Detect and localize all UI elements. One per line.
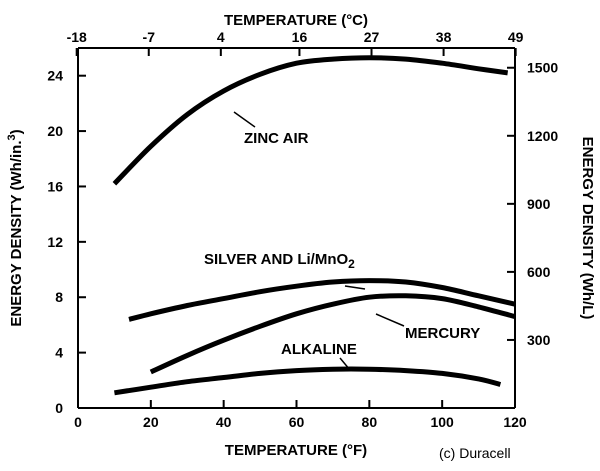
series-line-silver-li-mno2 bbox=[128, 278, 516, 322]
y-tick-label-right: 600 bbox=[527, 264, 551, 280]
x-tick-label-bottom: 120 bbox=[503, 414, 527, 430]
y-axis-title-left-sup: 3 bbox=[6, 134, 18, 140]
x-tick-label-bottom: 40 bbox=[216, 414, 232, 430]
y-tick-label-right: 300 bbox=[527, 332, 551, 348]
leader-silver bbox=[344, 285, 366, 290]
x-tick-label-bottom: 0 bbox=[74, 414, 82, 430]
credit-text: (c) Duracell bbox=[439, 445, 511, 461]
x-tick-label-bottom: 20 bbox=[143, 414, 159, 430]
y-tick-label-left: 20 bbox=[47, 123, 63, 139]
y-tick-label-left: 24 bbox=[47, 68, 63, 84]
y-tick-label-left: 16 bbox=[47, 178, 63, 194]
y-tick-label-left: 8 bbox=[55, 289, 63, 305]
series-label-silver: SILVER AND Li/MnO2 bbox=[204, 251, 355, 271]
x-tick-label-bottom: 80 bbox=[362, 414, 378, 430]
x-axis-title-top: TEMPERATURE (°C) bbox=[224, 12, 368, 29]
y-tick-label-left: 0 bbox=[55, 400, 63, 416]
y-tick-label-left: 12 bbox=[47, 234, 63, 250]
x-axis-title-bottom: TEMPERATURE (°F) bbox=[225, 442, 367, 459]
series-label-mercury: MERCURY bbox=[405, 325, 480, 342]
series-line-alkaline bbox=[113, 366, 502, 396]
y-axis-title-left-main: ENERGY DENSITY (Wh/in. bbox=[8, 140, 25, 326]
y-axis-title-left-end: ) bbox=[8, 129, 25, 134]
x-tick-label-top: 16 bbox=[292, 29, 308, 45]
x-tick-label-top: -7 bbox=[143, 29, 156, 45]
x-tick-label-bottom: 100 bbox=[430, 414, 454, 430]
series-label-alkaline: ALKALINE bbox=[281, 341, 357, 358]
curves-layer bbox=[112, 55, 516, 396]
series-line-mercury bbox=[149, 293, 516, 375]
leader-mercury bbox=[375, 313, 405, 327]
y-tick-label-left: 4 bbox=[55, 345, 63, 361]
y-axis-title-left: ENERGY DENSITY (Wh/in.3) bbox=[6, 129, 25, 326]
leader-zinc-air bbox=[233, 111, 256, 128]
series-line-zinc-air bbox=[112, 55, 509, 186]
x-tick-label-top: 38 bbox=[436, 29, 452, 45]
x-tick-label-top: 4 bbox=[217, 29, 225, 45]
series-label-silver-sub: 2 bbox=[348, 257, 355, 271]
y-tick-label-right: 1200 bbox=[527, 128, 558, 144]
ticks-layer: 0 20 40 60 80 100 120 -18 -7 4 16 27 38 49 0 4 8 12 16 20 24… bbox=[47, 29, 558, 430]
y-axis-title-right: ENERGY DENSITY (Wh/L) bbox=[579, 137, 596, 320]
x-tick-label-top: 27 bbox=[364, 29, 380, 45]
x-tick-label-top: 49 bbox=[508, 29, 524, 45]
series-label-silver-main: SILVER AND Li/MnO bbox=[204, 251, 348, 268]
y-tick-label-right: 900 bbox=[527, 196, 551, 212]
y-tick-label-right: 1500 bbox=[527, 60, 558, 76]
x-tick-label-top: -18 bbox=[67, 29, 87, 45]
series-label-zinc-air: ZINC AIR bbox=[244, 130, 309, 147]
x-tick-label-bottom: 60 bbox=[289, 414, 305, 430]
